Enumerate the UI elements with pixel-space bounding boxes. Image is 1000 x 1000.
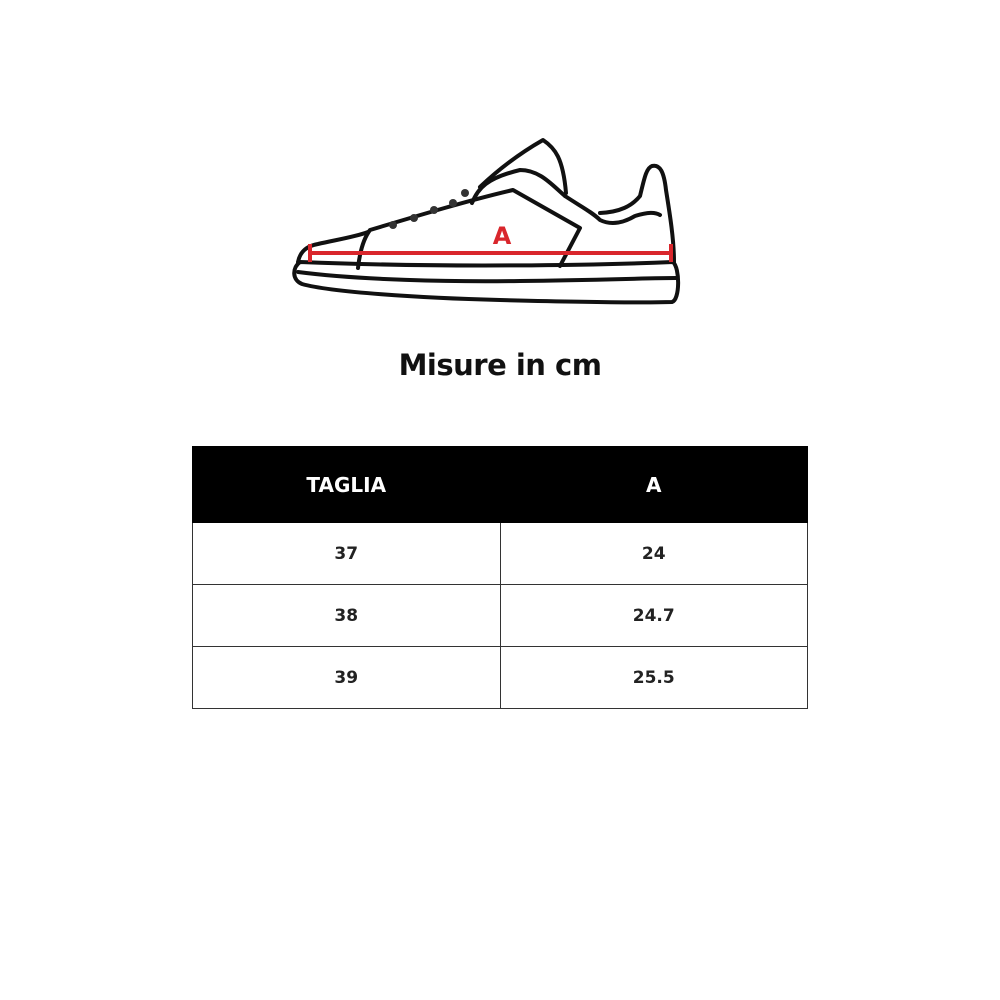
cell-size: 37	[192, 522, 501, 585]
table-row: 37 24	[192, 522, 808, 585]
heel	[598, 163, 676, 264]
sneaker-illustration-icon: A	[292, 138, 681, 305]
tongue-top	[478, 138, 568, 195]
cell-a: 25.5	[499, 646, 808, 709]
lace-panel	[356, 188, 582, 270]
page-title: Misure in cm	[398, 348, 602, 382]
header-a: A	[499, 446, 808, 523]
table-header-row: TAGLIA A	[192, 446, 808, 523]
collar	[563, 194, 662, 225]
cell-size: 38	[192, 584, 501, 647]
sole	[292, 260, 681, 305]
table-row: 38 24.7	[192, 584, 808, 647]
header-size: TAGLIA	[192, 446, 501, 523]
lace-eyelet	[449, 199, 457, 207]
lace-eyelet	[461, 189, 469, 197]
cell-a: 24	[499, 522, 808, 585]
measure-label: A	[493, 222, 512, 250]
size-table: TAGLIA A 37 24 38 24.7 39 25.5	[192, 446, 808, 709]
cell-a: 24.7	[499, 584, 808, 647]
lace-eyelet	[410, 214, 418, 222]
tongue	[470, 168, 567, 205]
toe-cap	[296, 230, 370, 264]
sole-line	[296, 270, 678, 284]
table-row: 39 25.5	[192, 646, 808, 709]
lace-eyelet	[389, 221, 397, 229]
lace-eyelet	[430, 206, 438, 214]
cell-size: 39	[192, 646, 501, 709]
